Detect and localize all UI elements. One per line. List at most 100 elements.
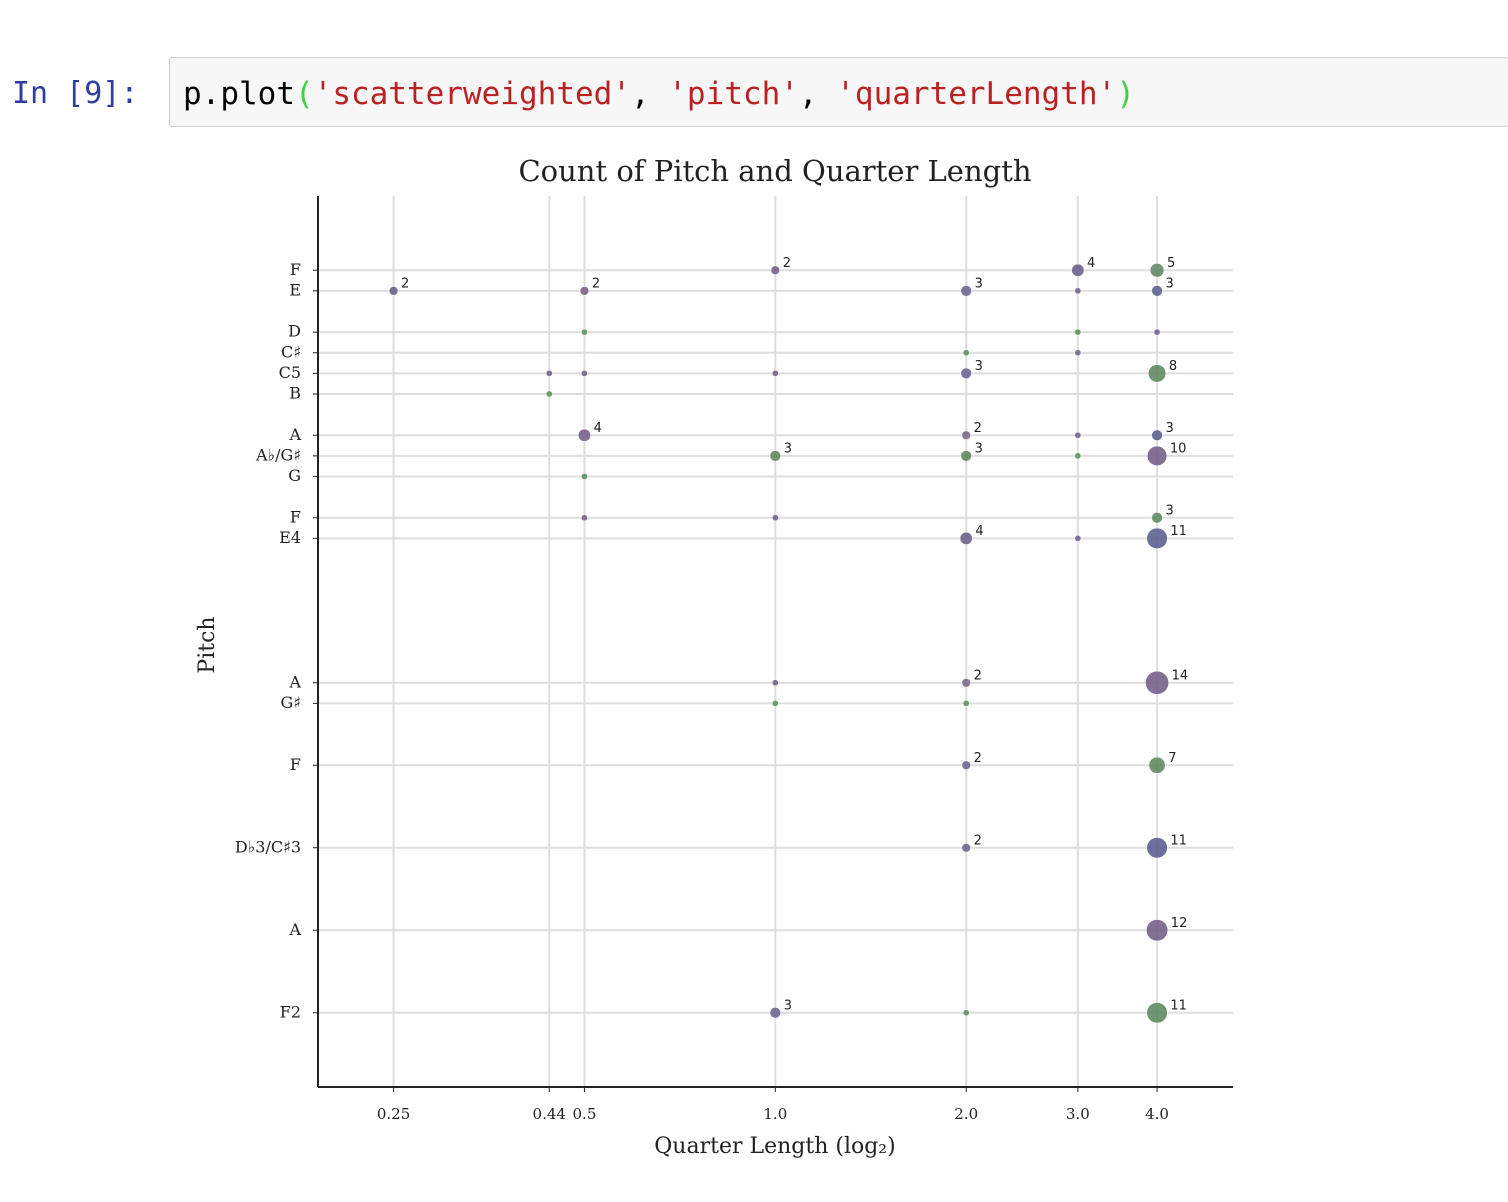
data-label: 3 <box>784 441 792 456</box>
point <box>961 760 971 770</box>
point <box>1151 285 1163 297</box>
point <box>579 286 590 296</box>
x-tick-label: 3.0 <box>1066 1105 1090 1123</box>
data-label: 3 <box>1165 503 1173 518</box>
y-tick-label: A <box>288 425 301 444</box>
y-tick-label: F <box>290 755 301 774</box>
point <box>1151 512 1163 524</box>
point <box>1145 670 1169 695</box>
data-label: 3 <box>1165 276 1173 291</box>
point <box>1071 263 1085 277</box>
point <box>961 678 971 688</box>
y-axis-label: Pitch <box>195 616 220 673</box>
point <box>962 1009 970 1017</box>
point <box>1074 431 1082 439</box>
point <box>1074 287 1082 295</box>
point <box>960 285 972 297</box>
data-label: 2 <box>783 256 791 271</box>
data-label: 2 <box>974 751 982 766</box>
point <box>1153 328 1161 336</box>
point <box>1074 328 1082 336</box>
data-label: 5 <box>1167 256 1175 271</box>
point <box>960 450 972 462</box>
data-label: 3 <box>975 441 983 456</box>
y-tick-label: D♭3/C♯3 <box>235 837 301 856</box>
y-tick-label: G <box>288 466 301 485</box>
y-tick-label: A <box>288 920 301 939</box>
point <box>1074 452 1082 460</box>
point <box>1148 364 1167 383</box>
data-label: 2 <box>974 421 982 436</box>
point <box>1146 1002 1168 1024</box>
x-tick-label: 0.44 <box>533 1105 566 1123</box>
y-tick-label: F <box>290 260 301 279</box>
point <box>960 367 972 379</box>
point <box>771 700 779 707</box>
code-token: , <box>798 76 837 112</box>
point <box>1074 535 1082 542</box>
data-label: 11 <box>1170 998 1187 1013</box>
code-token: ( <box>294 76 314 112</box>
code-token: p.plot <box>183 76 295 112</box>
y-tick-label: E4 <box>279 528 301 547</box>
data-label: 2 <box>974 668 982 683</box>
data-label: 2 <box>401 276 409 291</box>
code-token: 'quarterLength' <box>836 76 1117 112</box>
data-label: 8 <box>1169 359 1177 374</box>
data-label: 14 <box>1172 668 1189 683</box>
y-tick-label: G♯ <box>280 693 301 712</box>
point <box>771 679 779 687</box>
point <box>771 370 779 377</box>
x-tick-label: 1.0 <box>763 1105 787 1123</box>
point <box>388 286 399 296</box>
x-tick-label: 0.25 <box>377 1105 410 1123</box>
data-label: 2 <box>592 276 600 291</box>
point <box>959 531 973 545</box>
code-token: ) <box>1116 76 1135 112</box>
chart-title: Count of Pitch and Quarter Length <box>518 154 1031 188</box>
data-label: 4 <box>594 421 602 436</box>
point <box>1147 445 1168 466</box>
x-tick-label: 4.0 <box>1145 1105 1169 1123</box>
data-label: 4 <box>975 524 983 539</box>
point <box>581 328 588 336</box>
point <box>771 514 779 522</box>
point <box>962 349 970 357</box>
code-token: 'pitch' <box>668 76 799 112</box>
x-axis-label: Quarter Length (log₂) <box>654 1134 895 1159</box>
point <box>1148 756 1166 774</box>
y-tick-label: C5 <box>279 363 301 382</box>
data-label: 10 <box>1170 441 1187 456</box>
data-label: 3 <box>1165 421 1173 436</box>
y-tick-label: D <box>288 322 301 341</box>
point <box>962 700 970 707</box>
point <box>769 1007 781 1019</box>
y-tick-label: B <box>289 384 301 403</box>
data-label: 3 <box>784 998 792 1013</box>
point <box>1146 837 1168 859</box>
point <box>1074 349 1082 357</box>
point <box>961 430 971 440</box>
point <box>1149 263 1165 278</box>
point <box>770 265 780 275</box>
point <box>961 843 971 853</box>
point <box>545 370 553 377</box>
point <box>581 473 588 480</box>
y-tick-label: A <box>288 672 301 691</box>
data-label: 3 <box>975 276 983 291</box>
code-token: 'scatterweighted' <box>313 76 631 112</box>
point <box>1146 527 1168 549</box>
code-cell[interactable]: p.plot('scatterweighted', 'pitch', 'quar… <box>169 57 1508 127</box>
data-label: 11 <box>1170 524 1187 539</box>
point <box>1146 919 1169 942</box>
data-label: 11 <box>1170 833 1187 848</box>
data-label: 2 <box>974 833 982 848</box>
y-tick-label: A♭/G♯ <box>255 445 301 464</box>
point <box>545 390 553 398</box>
code-text: p.plot('scatterweighted', 'pitch', 'quar… <box>183 76 1135 112</box>
y-tick-label: E <box>289 280 301 299</box>
point <box>577 428 591 442</box>
y-tick-label: F <box>290 507 301 526</box>
